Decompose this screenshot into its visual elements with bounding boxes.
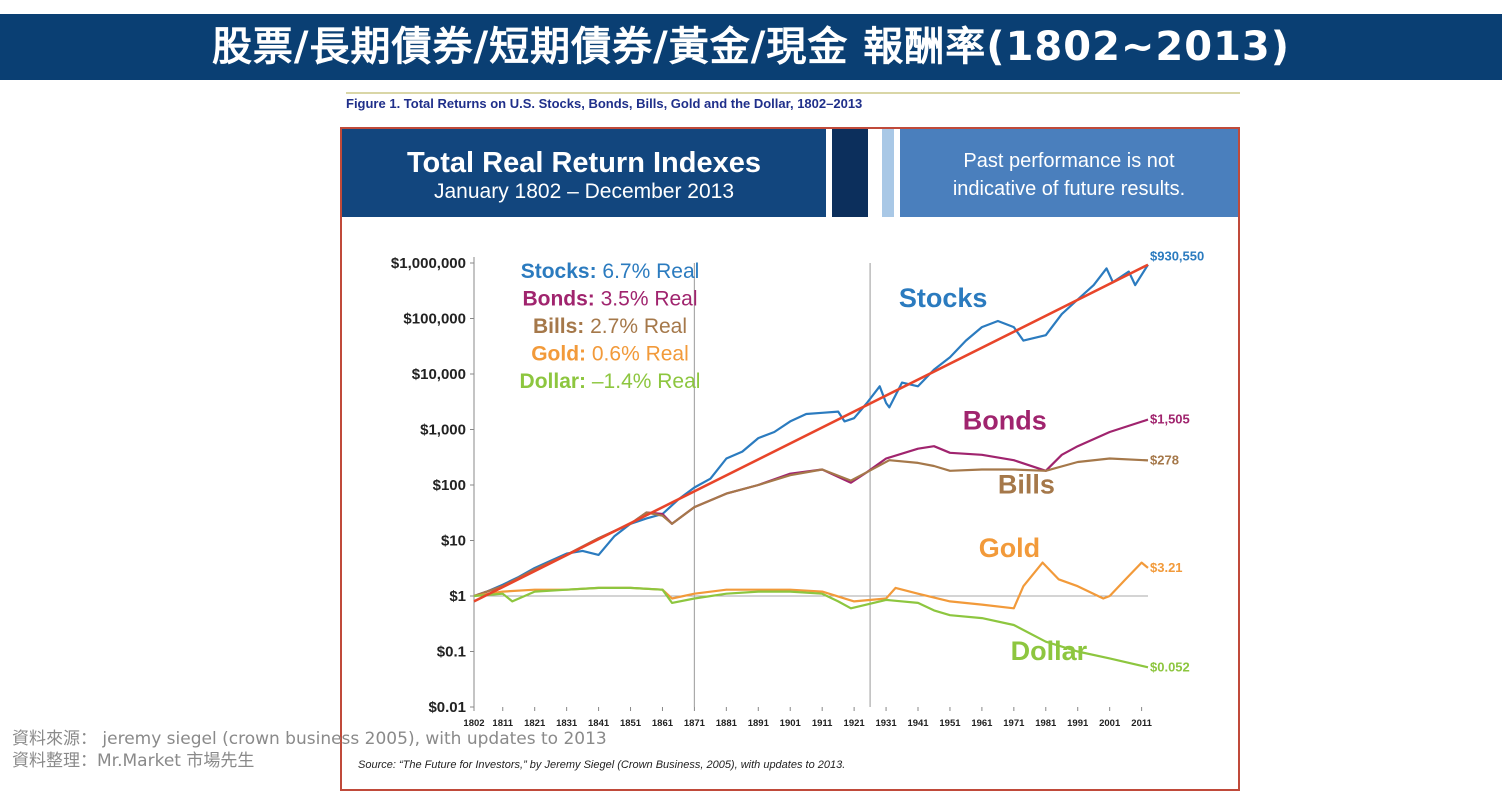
chart-title: Total Real Return Indexes — [407, 147, 761, 179]
header-accent-light — [882, 129, 894, 217]
series-line-gold — [473, 561, 1149, 610]
credits-compiler: 資料整理：Mr.Market 市場先生 — [12, 751, 255, 771]
x-tick-label: 1851 — [620, 718, 642, 729]
x-tick-label: 1991 — [1067, 718, 1089, 729]
x-tick-label: 1971 — [1003, 718, 1025, 729]
series-end-label: $930,550 — [1150, 249, 1204, 264]
x-tick-label: 1802 — [463, 718, 484, 729]
series-name-label: Gold — [979, 533, 1041, 563]
x-tick-label: 1811 — [492, 718, 513, 729]
legend-series-rate: 3.5% Real — [595, 288, 698, 311]
x-tick-label: 1951 — [939, 718, 961, 729]
y-tick-label: $100,000 — [403, 311, 466, 328]
legend-series-name: Gold: — [531, 343, 586, 366]
x-tick-label: 2001 — [1099, 718, 1121, 729]
y-tick-label: $0.1 — [437, 644, 466, 661]
y-tick-label: $1,000 — [420, 422, 466, 439]
y-tick-label: $0.01 — [428, 699, 466, 716]
legend-series-name: Dollar: — [520, 370, 587, 393]
source-note: Source: “The Future for Investors,” by J… — [358, 759, 846, 771]
series-end-label: $0.052 — [1150, 659, 1190, 674]
y-tick-label: $1 — [449, 588, 466, 605]
series-end-label: $1,505 — [1150, 412, 1190, 427]
stock-trend-line — [473, 263, 1149, 603]
chart-header: Total Real Return Indexes January 1802 –… — [342, 129, 826, 217]
x-tick-label: 1871 — [684, 718, 706, 729]
legend-series-name: Bills: — [533, 315, 584, 338]
legend-series-rate: 2.7% Real — [584, 315, 687, 338]
x-tick-label: 1961 — [971, 718, 993, 729]
series-name-label: Bills — [998, 470, 1055, 500]
series-name-label: Bonds — [963, 406, 1047, 436]
legend-series-name: Bonds: — [522, 288, 594, 311]
series-end-label: $278 — [1150, 452, 1179, 467]
x-tick-label: 1981 — [1035, 718, 1057, 729]
x-tick-label: 1941 — [907, 718, 929, 729]
chart: $1,000,000 $100,000 $10,000 $1,000 $100 $10 $1… — [391, 249, 1204, 729]
page-title: 股票/長期債券/短期債券/黃金/現金 報酬率(1802~2013) — [0, 14, 1502, 80]
series-name-label: Stocks — [899, 283, 988, 313]
legend-series-rate: 6.7% Real — [597, 260, 700, 283]
x-tick-label: 1881 — [716, 718, 738, 729]
x-tick-label: 1891 — [748, 718, 770, 729]
y-tick-label: $100 — [433, 477, 466, 494]
y-tick-label: $10,000 — [412, 366, 466, 383]
x-tick-label: 1901 — [780, 718, 802, 729]
series-line-bonds — [473, 418, 1149, 598]
legend-entry: Bills: 2.7% Real — [533, 315, 687, 338]
x-tick-label: 1831 — [556, 718, 578, 729]
legend-series-rate: 0.6% Real — [586, 343, 689, 366]
x-tick-label: 1911 — [812, 718, 833, 729]
disclaimer-text: Past performance is not indicative of fu… — [952, 150, 1186, 200]
series-end-label: $3.21 — [1150, 560, 1183, 575]
x-tick-label: 2011 — [1131, 718, 1152, 729]
x-tick-label: 1931 — [875, 718, 897, 729]
legend-entry: Stocks: 6.7% Real — [521, 260, 700, 283]
legend-entry: Dollar: –1.4% Real — [520, 370, 701, 393]
y-tick-label: $1,000,000 — [391, 255, 466, 272]
credits-source: 資料來源： jeremy siegel (crown business 2005… — [12, 729, 607, 749]
x-tick-label: 1821 — [524, 718, 546, 729]
legend-entry: Gold: 0.6% Real — [531, 343, 689, 366]
series-line-dollar — [473, 586, 1149, 669]
figure-frame: Total Real Return Indexes January 1802 –… — [340, 127, 1240, 791]
y-tick-label: $10 — [441, 533, 466, 550]
x-tick-label: 1861 — [652, 718, 674, 729]
legend-series-rate: –1.4% Real — [586, 370, 700, 393]
chart-subtitle: January 1802 – December 2013 — [433, 180, 735, 203]
disclaimer-panel: Past performance is not indicative of fu… — [900, 129, 1238, 217]
legend-series-name: Stocks: — [521, 260, 597, 283]
series-name-label: Dollar — [1011, 636, 1088, 666]
header-accent-dark — [832, 129, 868, 217]
x-tick-label: 1841 — [588, 718, 610, 729]
figure-caption: Figure 1. Total Returns on U.S. Stocks, … — [346, 92, 1240, 111]
credits: 資料來源： jeremy siegel (crown business 2005… — [12, 728, 607, 772]
legend-entry: Bonds: 3.5% Real — [522, 288, 697, 311]
x-tick-label: 1921 — [844, 718, 866, 729]
